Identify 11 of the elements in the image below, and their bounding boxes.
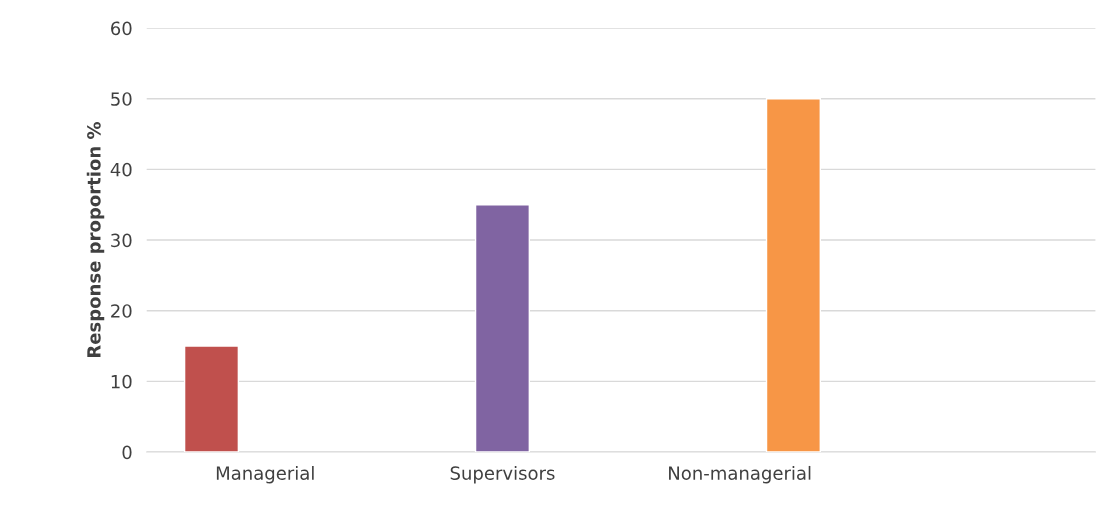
x-tick-label: Managerial: [216, 465, 314, 484]
x-tick-label: Non-managerial: [669, 465, 811, 484]
y-tick-label: 0: [122, 445, 132, 460]
y-axis-title: Response proportion %: [86, 121, 105, 358]
x-tick-label: Supervisors: [450, 465, 555, 484]
y-tick-label: 60: [111, 21, 132, 36]
y-tick-label: 30: [111, 233, 132, 248]
y-tick-label: 20: [111, 304, 132, 318]
y-tick-label: 40: [110, 162, 132, 177]
y-tick-label: 50: [111, 92, 132, 106]
y-tick-label: 10: [111, 374, 132, 389]
